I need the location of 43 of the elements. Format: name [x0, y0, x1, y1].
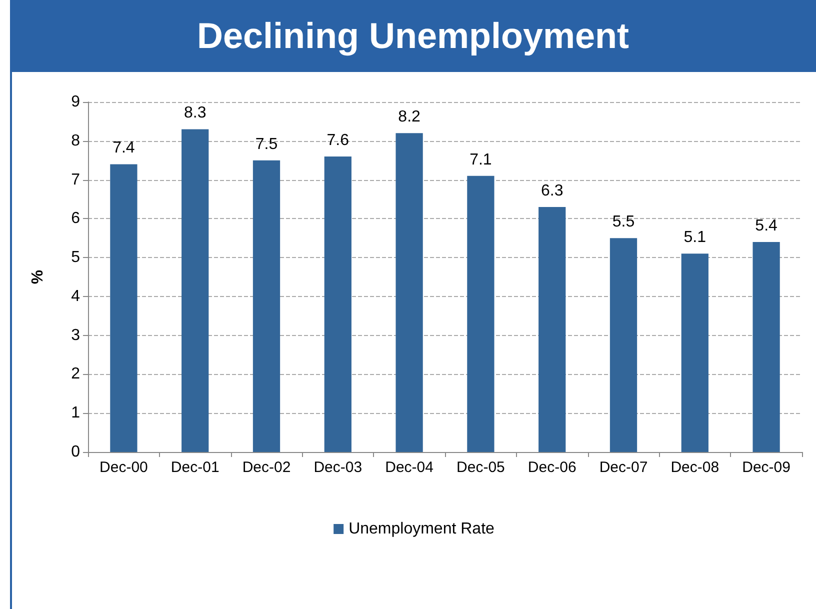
data-label: 5.4 — [755, 218, 778, 234]
x-tick-label: Dec-00 — [100, 459, 148, 476]
y-tick-label: 6 — [71, 210, 80, 228]
chart-title: Declining Unemployment — [10, 0, 816, 72]
x-tick-label: Dec-03 — [314, 459, 362, 476]
data-label: 5.5 — [612, 214, 635, 231]
x-tick-label: Dec-06 — [528, 459, 576, 476]
legend-label: Unemployment Rate — [348, 520, 495, 538]
data-label: 7.5 — [255, 136, 278, 153]
x-tick-label: Dec-08 — [670, 459, 720, 476]
bar — [681, 254, 708, 452]
data-label: 7.6 — [326, 132, 350, 149]
bar — [752, 242, 780, 452]
data-label: 7.1 — [470, 151, 492, 168]
x-tick-label: Dec-01 — [170, 459, 220, 476]
bar — [467, 176, 494, 452]
x-tick-label: Dec-09 — [742, 459, 790, 476]
data-label: 8.2 — [398, 108, 421, 126]
y-axis-title: % — [30, 270, 46, 284]
x-tick-label: Dec-07 — [599, 459, 648, 476]
x-tick-label: Dec-04 — [385, 459, 434, 476]
y-tick-label: 8 — [71, 132, 80, 150]
x-tick-label: Dec-05 — [456, 459, 505, 476]
x-tick-label: Dec-02 — [242, 459, 291, 476]
y-tick-label: 7 — [71, 171, 80, 188]
y-tick-label: 0 — [71, 444, 80, 460]
y-tick-label: 9 — [71, 94, 80, 110]
data-label: 5.1 — [684, 229, 706, 246]
y-tick-label: 5 — [71, 249, 80, 266]
data-label: 6.3 — [540, 182, 564, 200]
bar — [252, 160, 280, 452]
bar — [396, 133, 423, 452]
bar — [538, 207, 566, 452]
y-tick-label: 3 — [71, 326, 80, 344]
bar — [324, 156, 352, 452]
bar — [610, 238, 638, 452]
y-tick-label: 2 — [71, 366, 80, 383]
data-label: 7.4 — [112, 140, 135, 157]
bar — [182, 129, 209, 452]
data-label: 8.3 — [184, 104, 206, 122]
y-tick-label: 1 — [71, 404, 80, 422]
y-tick-label: 4 — [71, 288, 80, 305]
bar — [110, 164, 138, 452]
